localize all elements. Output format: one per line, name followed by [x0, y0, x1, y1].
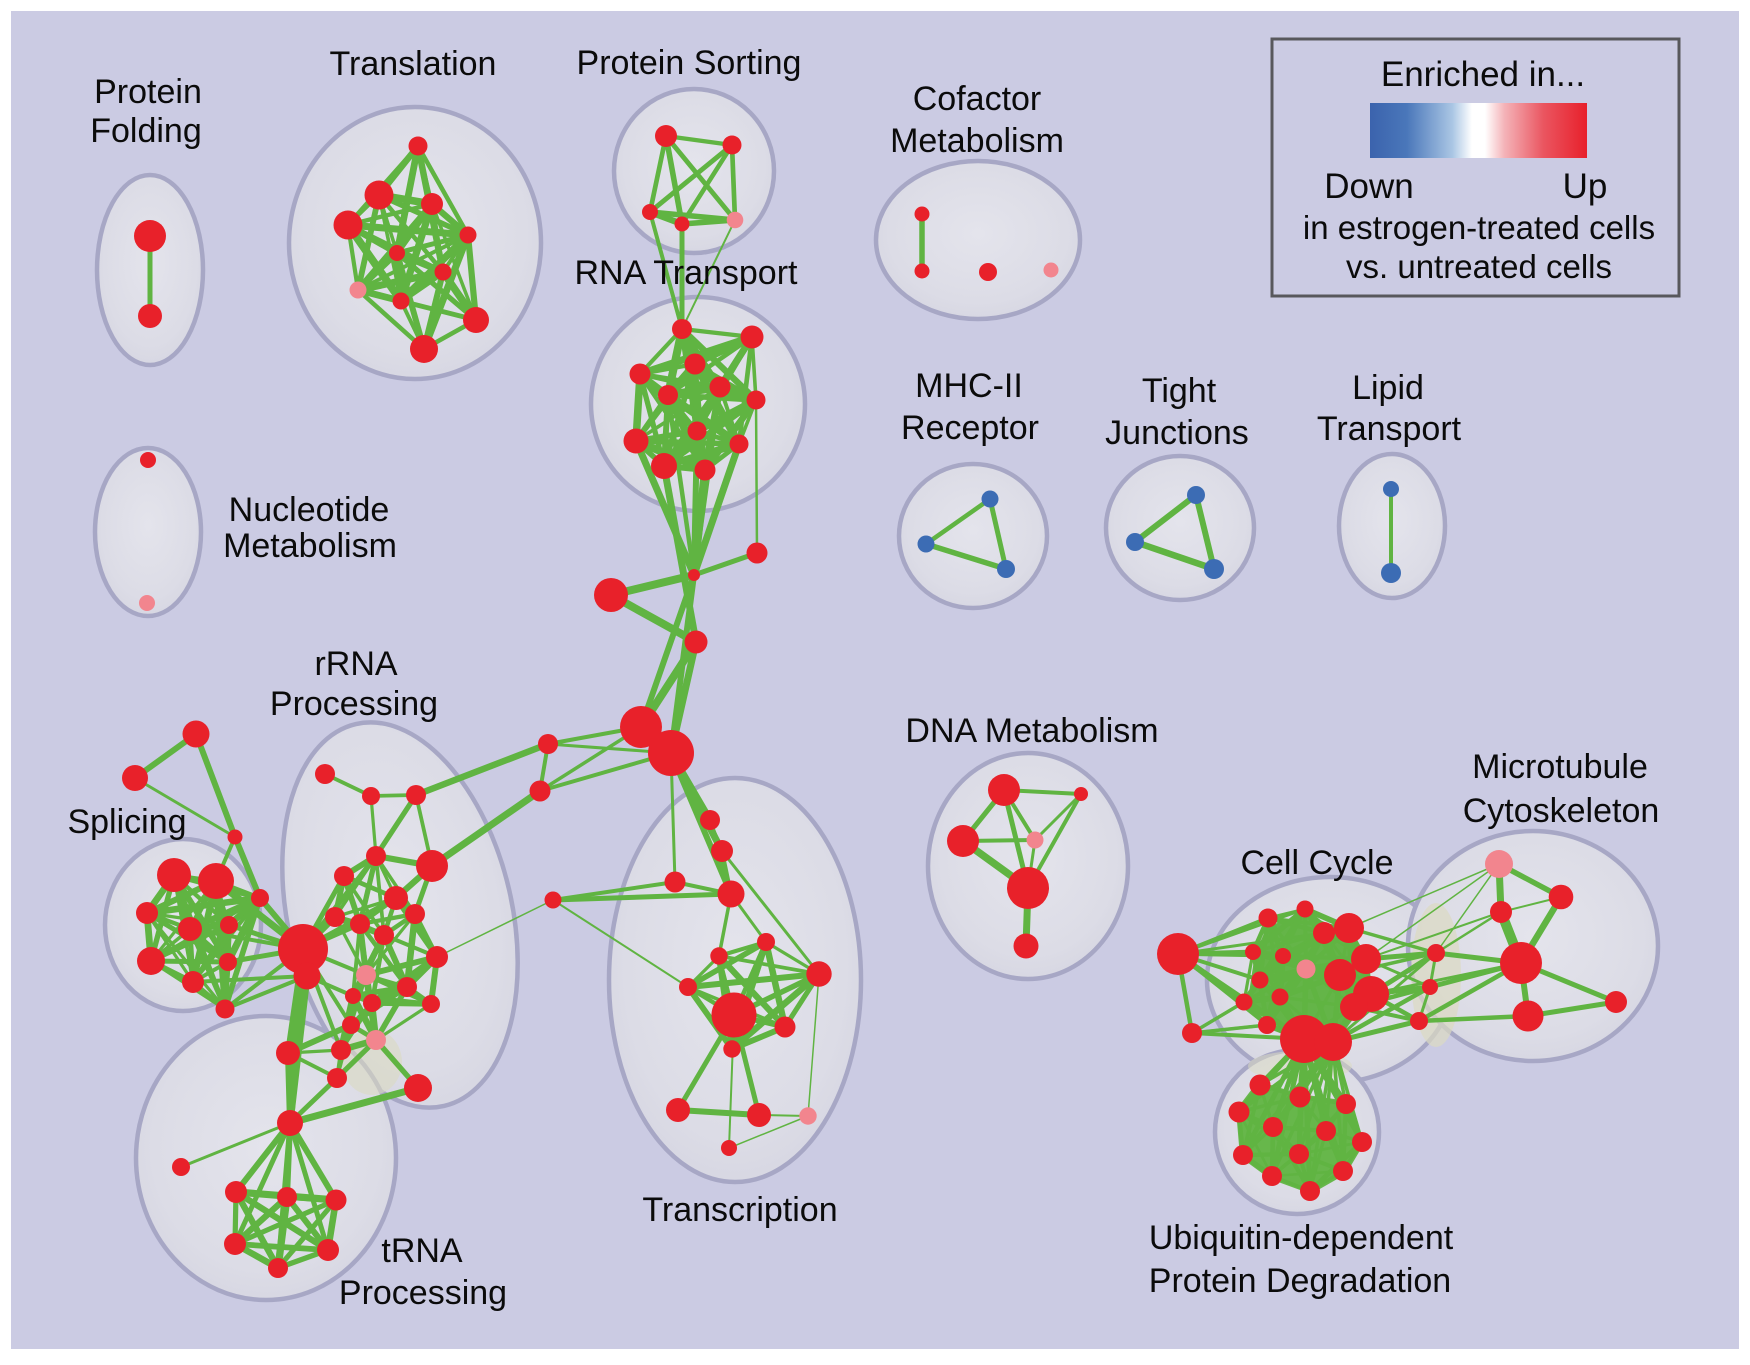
svg-text:Processing: Processing [339, 1274, 507, 1312]
svg-text:Nucleotide: Nucleotide [229, 491, 390, 529]
svg-text:MHC-II: MHC-II [915, 367, 1023, 405]
svg-text:Folding: Folding [90, 112, 202, 150]
svg-text:Metabolism: Metabolism [223, 527, 397, 565]
svg-text:Metabolism: Metabolism [890, 122, 1064, 160]
svg-text:rRNA: rRNA [314, 645, 397, 683]
svg-text:Up: Up [1563, 167, 1608, 206]
svg-text:Receptor: Receptor [901, 409, 1039, 447]
svg-text:Cell Cycle: Cell Cycle [1240, 844, 1393, 882]
svg-text:Translation: Translation [330, 45, 497, 83]
svg-text:Transport: Transport [1317, 410, 1462, 448]
svg-text:Cytoskeleton: Cytoskeleton [1463, 792, 1660, 830]
svg-text:Transcription: Transcription [642, 1191, 837, 1229]
svg-text:DNA Metabolism: DNA Metabolism [905, 712, 1158, 750]
svg-text:Protein Sorting: Protein Sorting [577, 44, 802, 82]
svg-text:vs. untreated cells: vs. untreated cells [1346, 248, 1612, 285]
svg-text:RNA Transport: RNA Transport [575, 254, 799, 292]
svg-text:Processing: Processing [270, 685, 438, 723]
svg-text:Protein: Protein [94, 73, 202, 111]
svg-text:Protein Degradation: Protein Degradation [1149, 1262, 1451, 1300]
svg-text:Splicing: Splicing [67, 803, 186, 841]
svg-text:tRNA: tRNA [381, 1232, 463, 1270]
svg-text:Ubiquitin-dependent: Ubiquitin-dependent [1149, 1219, 1454, 1257]
svg-text:Lipid: Lipid [1352, 369, 1424, 407]
svg-text:Cofactor: Cofactor [913, 80, 1042, 118]
svg-text:Microtubule: Microtubule [1472, 748, 1648, 786]
svg-text:Junctions: Junctions [1105, 414, 1249, 452]
svg-text:Tight: Tight [1142, 372, 1217, 410]
svg-text:Enriched in...: Enriched in... [1381, 55, 1585, 94]
svg-text:in estrogen-treated cells: in estrogen-treated cells [1303, 209, 1655, 246]
svg-text:Down: Down [1324, 167, 1413, 206]
